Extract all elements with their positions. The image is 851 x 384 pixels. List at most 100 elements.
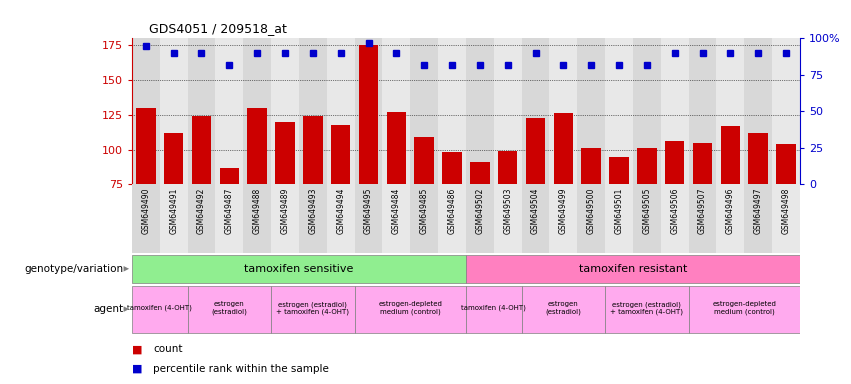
- Bar: [637, 148, 657, 184]
- Bar: [776, 144, 796, 184]
- Bar: [414, 137, 434, 184]
- Bar: [633, 184, 660, 253]
- Text: GSM649506: GSM649506: [671, 188, 679, 234]
- Bar: [688, 184, 717, 253]
- Text: estrogen (estradiol)
+ tamoxifen (4-OHT): estrogen (estradiol) + tamoxifen (4-OHT): [277, 301, 349, 315]
- Text: GSM649495: GSM649495: [364, 188, 373, 234]
- Bar: [355, 38, 382, 184]
- Text: GSM649507: GSM649507: [698, 188, 707, 234]
- Bar: [386, 112, 406, 184]
- Text: GSM649505: GSM649505: [643, 188, 651, 234]
- Text: estrogen
(estradiol): estrogen (estradiol): [211, 301, 248, 315]
- Bar: [721, 126, 740, 184]
- Bar: [355, 184, 382, 253]
- Bar: [243, 38, 271, 184]
- Bar: [522, 38, 550, 184]
- Bar: [748, 133, 768, 184]
- Bar: [660, 184, 688, 253]
- Text: genotype/variation: genotype/variation: [25, 264, 123, 274]
- Text: GSM649502: GSM649502: [476, 188, 484, 234]
- Text: count: count: [153, 344, 183, 354]
- Bar: [443, 152, 462, 184]
- Text: GDS4051 / 209518_at: GDS4051 / 209518_at: [149, 22, 287, 35]
- Text: percentile rank within the sample: percentile rank within the sample: [153, 364, 329, 374]
- Bar: [581, 148, 601, 184]
- Text: GSM649504: GSM649504: [531, 188, 540, 234]
- Bar: [605, 184, 633, 253]
- Text: GSM649488: GSM649488: [253, 188, 261, 234]
- Bar: [331, 124, 351, 184]
- Bar: [660, 38, 688, 184]
- Text: GSM649485: GSM649485: [420, 188, 429, 234]
- Bar: [772, 184, 800, 253]
- Bar: [550, 38, 577, 184]
- Bar: [745, 38, 772, 184]
- Bar: [355, 286, 466, 333]
- Bar: [522, 184, 550, 253]
- Text: estrogen (estradiol)
+ tamoxifen (4-OHT): estrogen (estradiol) + tamoxifen (4-OHT): [610, 301, 683, 315]
- Text: tamoxifen resistant: tamoxifen resistant: [579, 264, 687, 274]
- Text: tamoxifen (4-OHT): tamoxifen (4-OHT): [128, 305, 192, 311]
- Bar: [248, 108, 267, 184]
- Bar: [136, 108, 156, 184]
- Bar: [745, 184, 772, 253]
- Bar: [382, 184, 410, 253]
- Bar: [215, 184, 243, 253]
- Text: GSM649486: GSM649486: [448, 188, 456, 234]
- Bar: [438, 38, 466, 184]
- Bar: [327, 38, 355, 184]
- Bar: [466, 286, 522, 333]
- Bar: [191, 116, 211, 184]
- Bar: [605, 38, 633, 184]
- Bar: [303, 116, 323, 184]
- Bar: [438, 184, 466, 253]
- Bar: [605, 286, 688, 333]
- Bar: [550, 184, 577, 253]
- Bar: [299, 184, 327, 253]
- Bar: [187, 184, 215, 253]
- Bar: [187, 38, 215, 184]
- Bar: [717, 184, 745, 253]
- Bar: [410, 184, 438, 253]
- Bar: [299, 38, 327, 184]
- Bar: [526, 118, 545, 184]
- Text: GSM649484: GSM649484: [391, 188, 401, 234]
- Text: GSM649487: GSM649487: [225, 188, 234, 234]
- Bar: [132, 184, 160, 253]
- Text: GSM649497: GSM649497: [754, 188, 762, 234]
- Bar: [160, 184, 187, 253]
- Text: estrogen
(estradiol): estrogen (estradiol): [545, 301, 581, 315]
- Bar: [494, 38, 522, 184]
- Text: GSM649500: GSM649500: [586, 188, 596, 234]
- Bar: [466, 184, 494, 253]
- Text: tamoxifen sensitive: tamoxifen sensitive: [244, 264, 354, 274]
- Bar: [359, 45, 378, 184]
- Text: estrogen-depleted
medium (control): estrogen-depleted medium (control): [712, 301, 776, 315]
- Bar: [554, 113, 573, 184]
- Text: GSM649492: GSM649492: [197, 188, 206, 234]
- Bar: [132, 38, 160, 184]
- Bar: [271, 286, 355, 333]
- Bar: [382, 38, 410, 184]
- Text: estrogen-depleted
medium (control): estrogen-depleted medium (control): [379, 301, 443, 315]
- Bar: [271, 184, 299, 253]
- Bar: [275, 122, 294, 184]
- Bar: [577, 184, 605, 253]
- Text: GSM649499: GSM649499: [559, 188, 568, 234]
- Bar: [410, 38, 438, 184]
- Bar: [470, 162, 489, 184]
- Text: GSM649494: GSM649494: [336, 188, 346, 234]
- Text: GSM649498: GSM649498: [781, 188, 791, 234]
- Text: GSM649489: GSM649489: [281, 188, 289, 234]
- Bar: [132, 286, 187, 333]
- Bar: [160, 38, 187, 184]
- Bar: [220, 168, 239, 184]
- Bar: [271, 38, 299, 184]
- Bar: [187, 286, 271, 333]
- Bar: [688, 286, 800, 333]
- Bar: [164, 133, 184, 184]
- Bar: [243, 184, 271, 253]
- Text: GSM649503: GSM649503: [503, 188, 512, 234]
- Bar: [717, 38, 745, 184]
- Text: GSM649491: GSM649491: [169, 188, 178, 234]
